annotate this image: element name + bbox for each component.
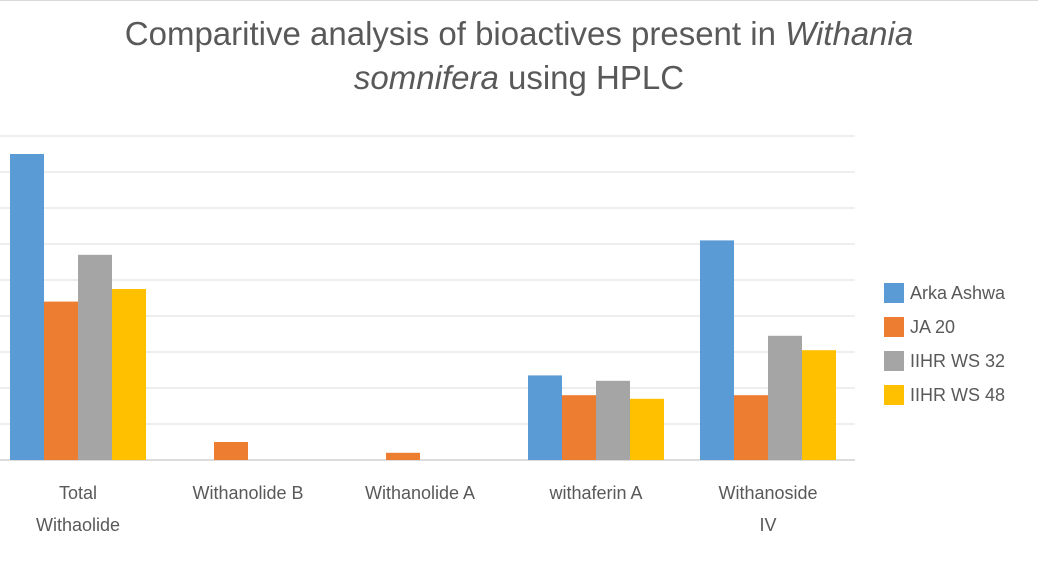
bar-arka-ashwa-4 — [700, 240, 734, 460]
chart-title-line1: Comparitive analysis of bioactives prese… — [0, 12, 1038, 56]
legend-swatch — [884, 317, 904, 337]
legend-item: IIHR WS 48 — [884, 378, 1005, 412]
x-tick-label: Withanolide B — [192, 483, 303, 503]
legend-swatch — [884, 351, 904, 371]
bars — [10, 154, 836, 460]
bar-iihr-ws-48-3 — [630, 398, 664, 460]
bar-ja-20-2 — [386, 452, 420, 460]
bar-iihr-ws-48-4 — [802, 350, 836, 460]
chart-title-line2: somnifera using HPLC — [0, 56, 1038, 100]
bar-arka-ashwa-0 — [10, 154, 44, 460]
title-italic-genus: Withania — [785, 15, 914, 52]
legend-label: IIHR WS 32 — [910, 350, 1006, 371]
legend: Arka Ashwa JA 20 IIHR WS 32 IIHR WS 48 — [884, 276, 1005, 412]
x-tick-label: Total — [59, 483, 97, 503]
chart-title: Comparitive analysis of bioactives prese… — [0, 12, 1038, 100]
top-border — [0, 0, 1038, 7]
title-italic-species: somnifera — [353, 59, 499, 96]
bar-ja-20-0 — [44, 301, 78, 460]
x-tick-label: Withanoside — [718, 483, 817, 503]
legend-swatch — [884, 283, 904, 303]
x-tick-label: Withaolide — [36, 515, 120, 535]
legend-label: Arka Ashwa — [910, 282, 1006, 303]
bar-iihr-ws-32-0 — [78, 254, 112, 460]
legend-label: IIHR WS 48 — [910, 384, 1006, 405]
title-prefix: Comparitive analysis of bioactives prese… — [124, 15, 786, 52]
x-tick-label: IV — [759, 515, 776, 535]
legend-item: Arka Ashwa — [884, 276, 1005, 310]
bar-ja-20-1 — [214, 442, 248, 460]
x-axis-labels: Total Withaolide Withanolide B Withanolide … — [36, 483, 818, 535]
bar-ja-20-3 — [562, 395, 596, 460]
bar-iihr-ws-48-0 — [112, 289, 146, 460]
legend-item: IIHR WS 32 — [884, 344, 1005, 378]
bar-ja-20-4 — [734, 395, 768, 460]
title-suffix: using HPLC — [498, 59, 685, 96]
x-tick-label: Withanolide A — [365, 483, 475, 503]
bar-iihr-ws-32-3 — [596, 380, 630, 460]
x-tick-label: withaferin A — [548, 483, 642, 503]
legend-swatch — [884, 385, 904, 405]
bar-iihr-ws-32-4 — [768, 335, 802, 460]
legend-item: JA 20 — [884, 310, 1005, 344]
legend-label: JA 20 — [910, 316, 956, 337]
bar-arka-ashwa-3 — [528, 375, 562, 460]
